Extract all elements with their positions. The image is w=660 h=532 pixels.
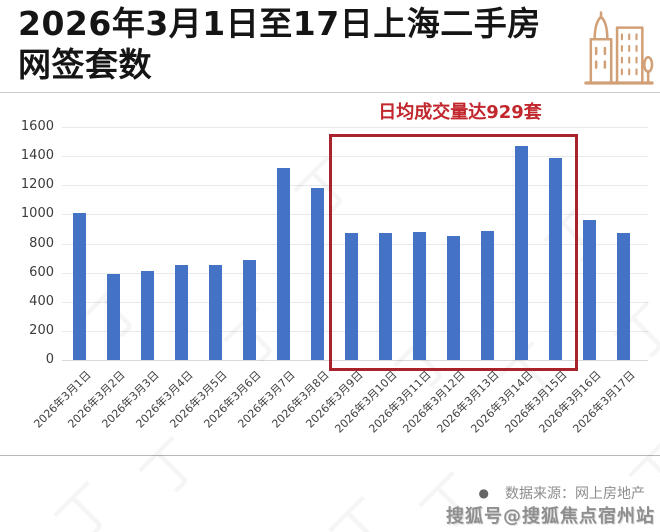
bar: [548, 157, 562, 360]
y-axis-tick-label: 600: [29, 264, 54, 280]
bar: [616, 233, 630, 360]
gridline: [62, 127, 648, 128]
sohu-watermark-text: 搜狐号@搜狐焦点宿州站: [446, 506, 655, 527]
bar: [174, 265, 188, 360]
bar: [310, 188, 324, 360]
y-axis-tick-label: 200: [29, 322, 54, 338]
bar: [514, 145, 528, 360]
y-axis-tick-label: 400: [29, 293, 54, 309]
header-divider: [0, 92, 660, 93]
bar: [208, 265, 222, 360]
chart-annotation: 日均成交量达929套: [378, 102, 542, 123]
gridline: [62, 360, 648, 361]
bar: [106, 274, 120, 360]
bar: [72, 212, 86, 360]
bar: [480, 231, 494, 360]
bar: [140, 271, 154, 360]
gridline: [62, 185, 648, 187]
gridline: [62, 214, 648, 216]
y-axis-tick-label: 1400: [20, 148, 54, 164]
y-axis-tick-label: 800: [29, 235, 54, 251]
bullet-icon: ●: [478, 486, 489, 500]
title-line-1: 2026年3月1日至17日上海二手房: [18, 4, 541, 43]
buildings-icon: [584, 11, 654, 85]
bar: [344, 233, 358, 360]
y-axis-tick-label: 1600: [20, 119, 54, 134]
y-axis-tick-label: 1200: [20, 177, 54, 193]
gridline: [62, 156, 648, 158]
bottom-divider: [0, 455, 660, 456]
data-source: ● 数据来源：网上房地产: [0, 483, 645, 503]
bar: [582, 220, 596, 360]
bar: [276, 167, 290, 360]
bar: [446, 236, 460, 360]
y-axis-tick-label: 0: [45, 352, 54, 367]
bar: [412, 231, 426, 360]
title-line-2: 网签套数: [18, 44, 152, 84]
source-text: 数据来源：网上房地产: [505, 486, 645, 502]
highlight-box: [329, 134, 578, 371]
bar: [378, 232, 392, 360]
bar: [242, 259, 256, 360]
y-axis-tick-label: 1000: [20, 206, 54, 222]
page-title: 2026年3月1日至17日上海二手房 网签套数: [18, 4, 541, 86]
